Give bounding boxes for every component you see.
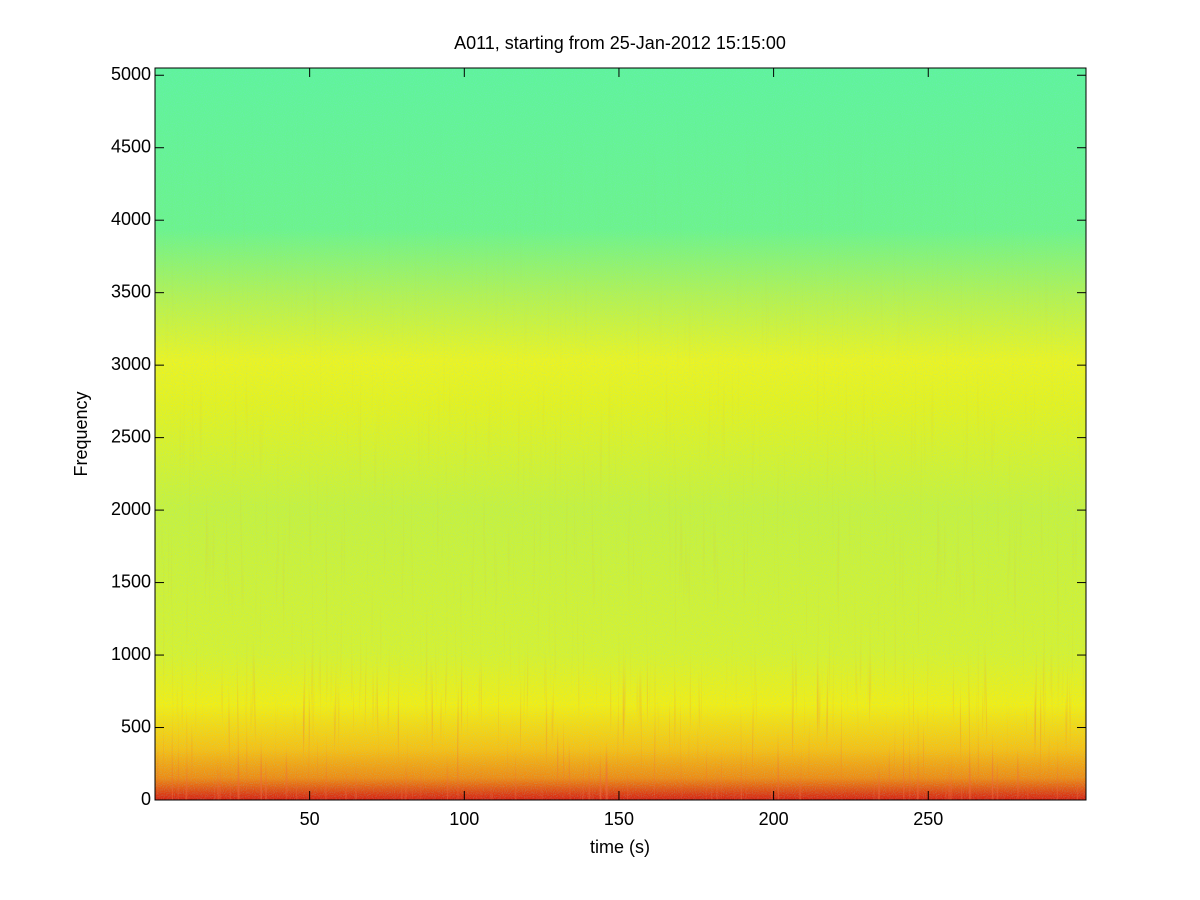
y-axis-label: Frequency (71, 391, 91, 476)
y-tick-label: 4000 (111, 209, 151, 229)
x-tick-label: 250 (913, 809, 943, 829)
x-tick-label: 50 (300, 809, 320, 829)
spectrogram-image (155, 68, 1086, 800)
y-tick-label: 3500 (111, 281, 151, 301)
x-tick-label: 200 (759, 809, 789, 829)
y-tick-label: 4500 (111, 136, 151, 156)
y-tick-label: 500 (121, 716, 151, 736)
chart-title: A011, starting from 25-Jan-2012 15:15:00 (454, 33, 786, 53)
y-tick-label: 0 (141, 789, 151, 809)
x-axis-label: time (s) (590, 837, 650, 857)
y-tick-label: 5000 (111, 64, 151, 84)
plot-frame (154, 67, 1087, 801)
y-tick-label: 2000 (111, 499, 151, 519)
y-tick-label: 3000 (111, 354, 151, 374)
y-tick-label: 1500 (111, 571, 151, 591)
x-tick-label: 100 (449, 809, 479, 829)
x-tick-label: 150 (604, 809, 634, 829)
y-tick-label: 1000 (111, 644, 151, 664)
y-tick-label: 2500 (111, 426, 151, 446)
